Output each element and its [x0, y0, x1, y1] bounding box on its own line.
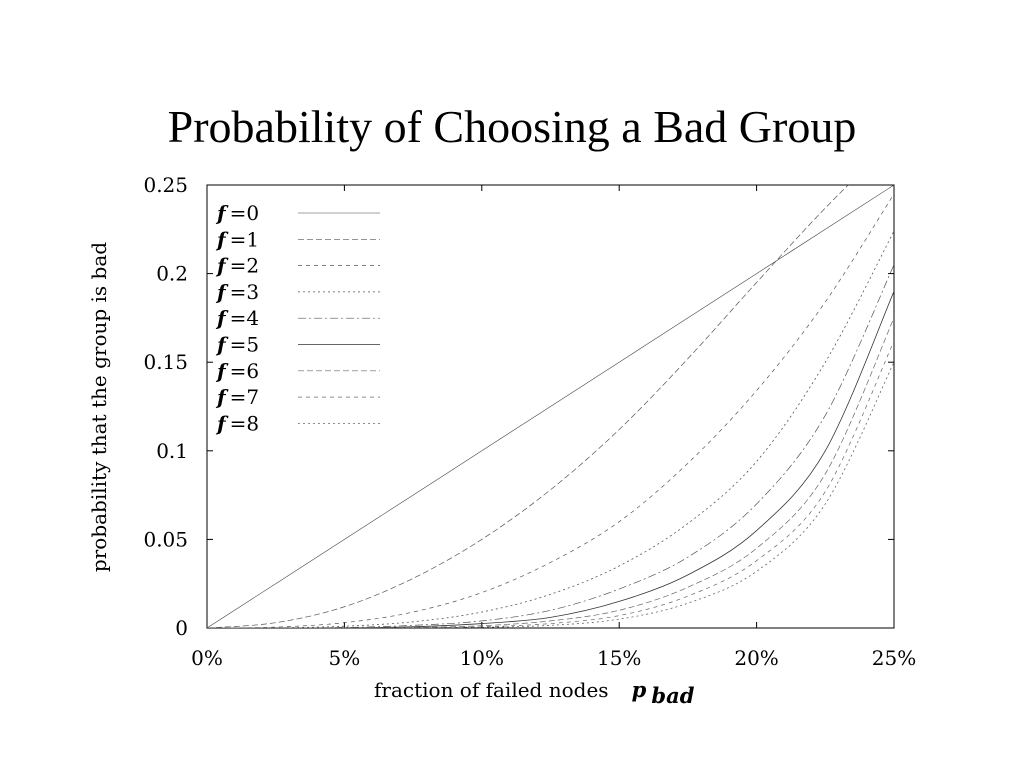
- legend-entry-f6: f =6: [215, 359, 259, 383]
- x-tick-label: 5%: [329, 646, 361, 670]
- x-tick-label: 0%: [191, 646, 223, 670]
- series-line-f6: [207, 317, 894, 628]
- legend-entry-f1: f =1: [215, 227, 259, 251]
- x-tick-label: 20%: [734, 646, 778, 670]
- x-axis-label-text: fraction of failed nodes: [374, 678, 609, 702]
- legend-entry-f8: f =8: [215, 411, 259, 435]
- axis-ticks: 0% 5% 10% 15% 20% 25% 0 0.05 0.1 0.15 0.2 0.25: [143, 173, 916, 670]
- y-tick-label: 0.1: [156, 439, 188, 463]
- x-axis-label-variable: p: [632, 677, 647, 702]
- x-tick-label: 25%: [872, 646, 916, 670]
- y-axis-label: probability that the group is bad: [87, 242, 111, 572]
- series-line-f5: [207, 291, 894, 628]
- y-tick-label: 0.25: [143, 173, 188, 197]
- legend-entry-f4: f =4: [215, 306, 259, 330]
- series-line-f1: [207, 185, 849, 628]
- series-line-f3: [207, 230, 894, 628]
- x-tick-label: 10%: [460, 646, 504, 670]
- y-tick-label: 0.2: [156, 262, 188, 286]
- series-line-f4: [207, 264, 894, 628]
- chart-title: Probability of Choosing a Bad Group: [168, 101, 857, 152]
- y-tick-label: 0.05: [143, 527, 188, 551]
- series-line-f8: [207, 362, 894, 628]
- legend-entry-f0: f =0: [215, 201, 259, 225]
- series-line-f2: [207, 193, 894, 628]
- series-line-f0: [207, 185, 894, 628]
- series-lines: [207, 185, 894, 628]
- y-tick-label: 0.15: [143, 350, 188, 374]
- series-line-f7: [207, 340, 894, 628]
- legend-entry-f7: f =7: [215, 385, 259, 409]
- legend-entry-f2: f =2: [215, 254, 259, 278]
- legend-entry-f5: f =5: [215, 333, 259, 357]
- x-axis-label-subscript: bad: [651, 683, 694, 708]
- x-axis-label: fraction of failed nodes p bad: [374, 677, 695, 708]
- y-tick-label: 0: [175, 616, 188, 640]
- plot-frame: [206, 184, 895, 629]
- legend-entry-f3: f =3: [215, 280, 259, 304]
- x-tick-label: 15%: [597, 646, 641, 670]
- series-group: [207, 185, 894, 628]
- legend: f =0f =1 f =2f =3f =4 f =5f =6f =7f =8: [215, 201, 380, 435]
